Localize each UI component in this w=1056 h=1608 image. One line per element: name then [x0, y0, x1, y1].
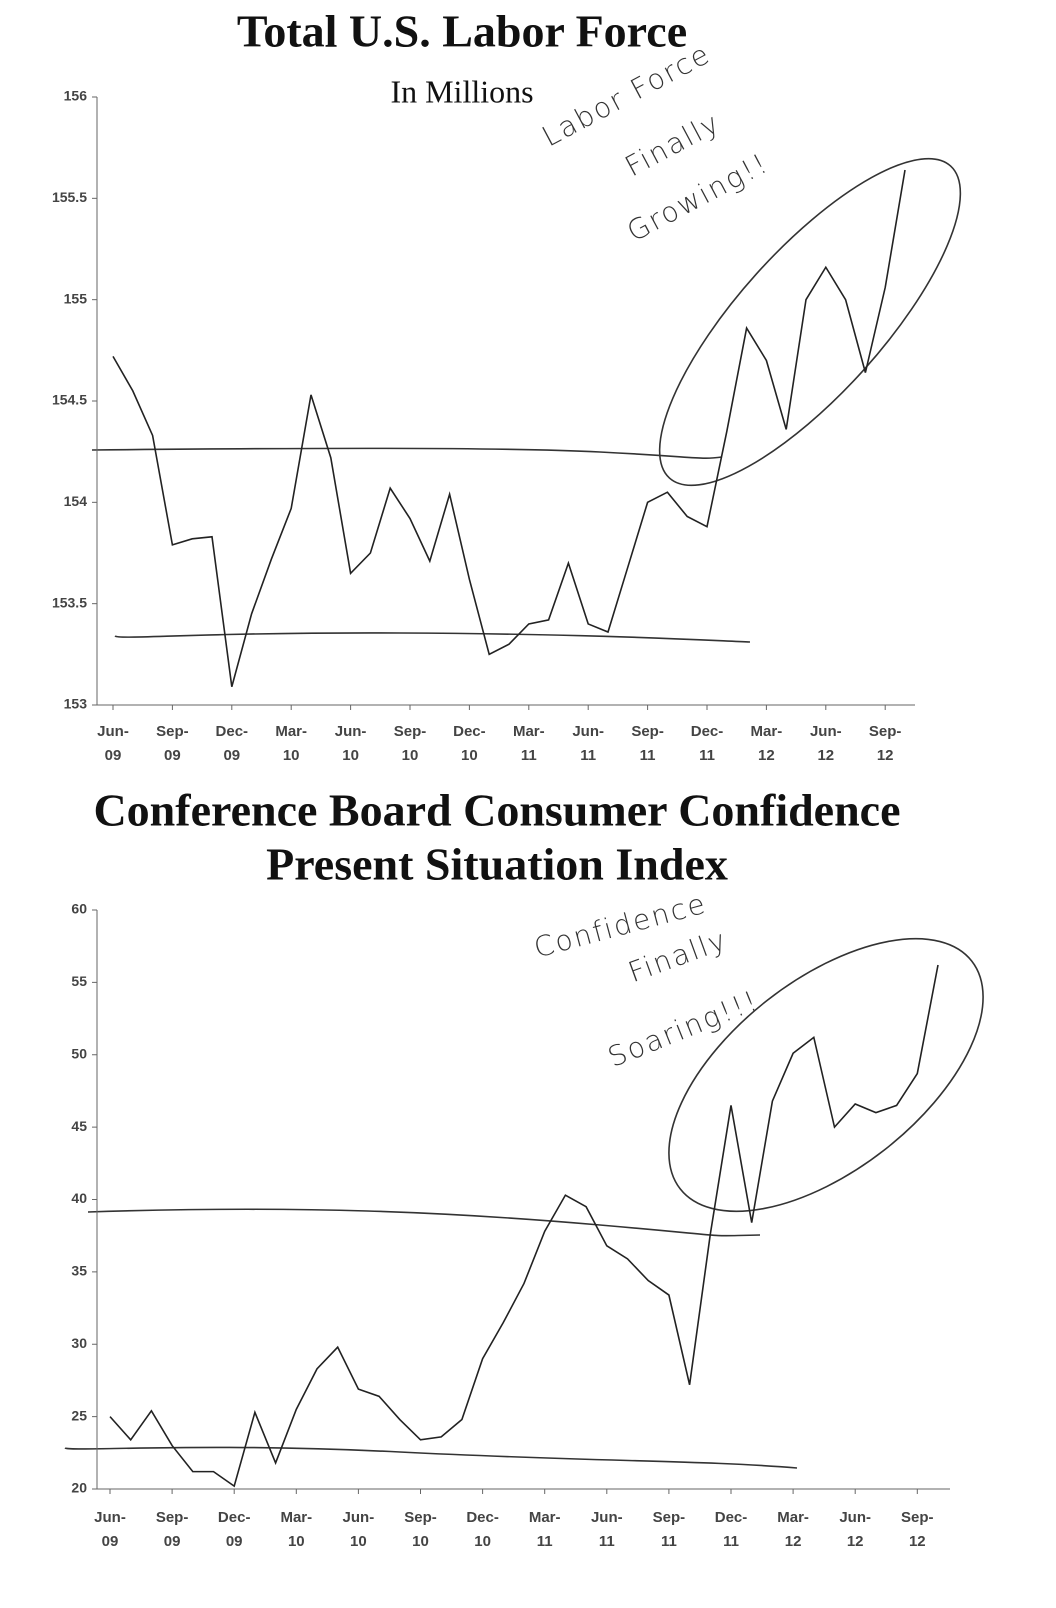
hand-line [87, 1208, 761, 1237]
x-tick-label: Sep- 10 [393, 723, 427, 764]
hand-line [114, 632, 751, 643]
x-tick-label: Jun- 09 [97, 723, 129, 764]
y-tick-label: 155.5 [52, 189, 87, 205]
hand-circle [658, 157, 962, 487]
x-tick-label: Mar- 12 [750, 723, 783, 764]
y-tick-label: 55 [71, 973, 87, 989]
hand-line [64, 1446, 798, 1469]
x-tick-label: Mar- 10 [280, 1509, 313, 1550]
y-tick-label: 155 [64, 290, 88, 306]
y-tick-label: 153 [64, 696, 88, 712]
y-tick-label: 156 [64, 88, 88, 104]
x-tick-label: Mar- 12 [777, 1509, 809, 1550]
x-tick-label: Sep- 09 [156, 723, 189, 764]
annotation: Soaring!!! [603, 984, 763, 1074]
x-tick-label: Sep- 11 [631, 723, 664, 764]
x-tick-label: Sep- 11 [652, 1509, 686, 1550]
hand-circle [668, 937, 984, 1213]
y-tick-label: 40 [71, 1190, 87, 1206]
chart-subtitle: Present Situation Index [266, 839, 728, 890]
chart-subtitle: In Millions [390, 73, 533, 109]
x-tick-label: Sep- 10 [404, 1509, 437, 1550]
y-tick-label: 30 [71, 1335, 87, 1351]
y-tick-label: 35 [71, 1263, 87, 1279]
x-tick-label: Dec- 11 [690, 723, 724, 764]
x-tick-label: Jun- 11 [590, 1509, 623, 1550]
x-tick-label: Jun- 12 [809, 723, 842, 764]
x-tick-label: Dec- 11 [714, 1509, 748, 1550]
x-tick-label: Jun- 09 [94, 1509, 126, 1550]
y-tick-label: 25 [71, 1407, 87, 1423]
y-tick-label: 153.5 [52, 594, 87, 610]
y-tick-label: 20 [71, 1480, 87, 1496]
x-tick-label: Mar- 10 [275, 723, 308, 764]
x-tick-label: Sep- 12 [901, 1509, 934, 1550]
chart-title: Conference Board Consumer Confidence [93, 785, 900, 836]
x-tick-label: Mar- 11 [512, 723, 545, 764]
x-tick-label: Jun- 11 [572, 723, 605, 764]
y-tick-label: 60 [71, 901, 87, 917]
y-tick-label: 154 [64, 493, 88, 509]
data-line [112, 169, 906, 687]
data-line [109, 964, 939, 1488]
y-tick-label: 50 [71, 1045, 87, 1061]
y-tick-label: 45 [71, 1118, 87, 1134]
x-tick-label: Dec- 10 [453, 723, 486, 764]
x-tick-label: Sep- 09 [155, 1509, 189, 1550]
x-tick-label: Sep- 12 [868, 723, 902, 764]
x-tick-label: Dec- 09 [215, 723, 249, 764]
chart-title: Total U.S. Labor Force [237, 6, 687, 57]
hand-line [91, 447, 723, 459]
y-tick-label: 154.5 [52, 392, 87, 408]
x-tick-label: Jun- 10 [342, 1509, 375, 1550]
x-tick-label: Jun- 10 [334, 723, 367, 764]
x-tick-label: Dec- 10 [466, 1509, 499, 1550]
x-tick-label: Dec- 09 [217, 1509, 251, 1550]
x-tick-label: Mar- 11 [528, 1509, 561, 1550]
x-tick-label: Jun- 12 [839, 1509, 872, 1550]
